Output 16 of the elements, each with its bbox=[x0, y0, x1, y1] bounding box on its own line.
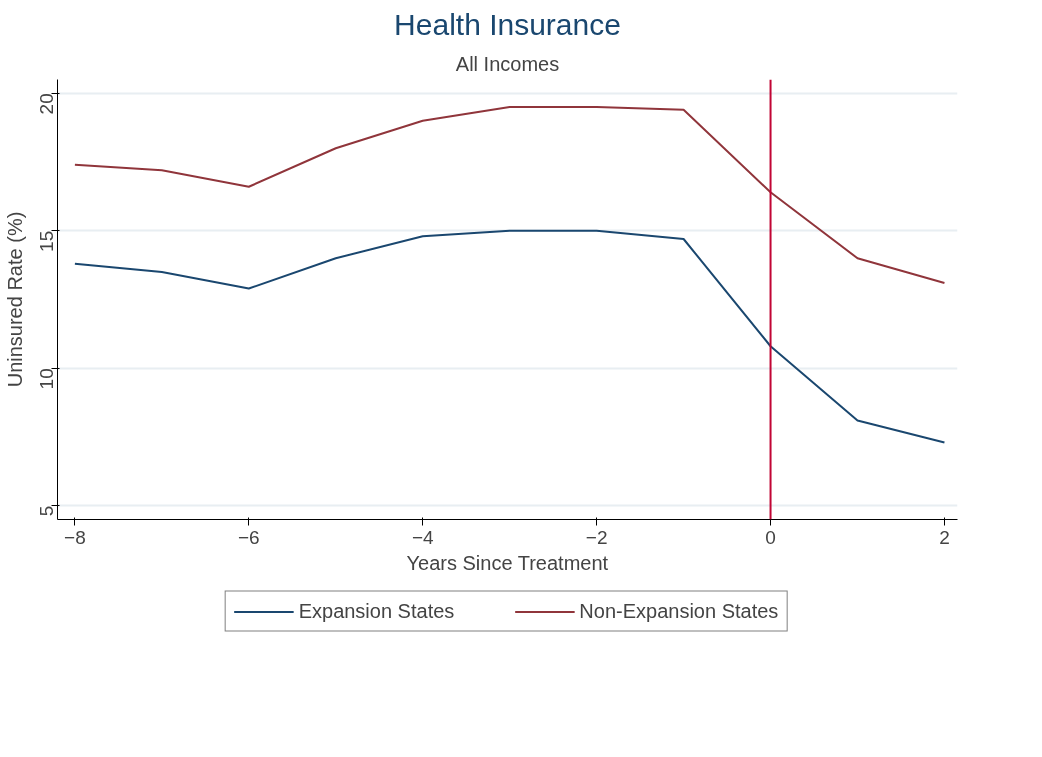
x-tick-label: −2 bbox=[585, 526, 608, 548]
x-tick-label: −4 bbox=[411, 526, 434, 548]
y-tick-label: 15 bbox=[36, 230, 57, 252]
y-tick-label: 10 bbox=[36, 368, 57, 390]
y-tick-label: 20 bbox=[36, 93, 57, 115]
legend-label: Expansion States bbox=[298, 599, 455, 623]
x-tick-label: 2 bbox=[939, 526, 950, 548]
y-tick-label: 5 bbox=[36, 505, 57, 517]
x-tick-label: 0 bbox=[765, 526, 776, 548]
chart-subtitle: All Incomes bbox=[455, 52, 560, 75]
x-tick-label: −8 bbox=[64, 526, 86, 548]
y-axis-title: Uninsured Rate (%) bbox=[3, 211, 26, 388]
x-tick-label: −6 bbox=[237, 526, 260, 548]
x-axis-title: Years Since Treatment bbox=[406, 551, 609, 574]
chart-title: Health Insurance bbox=[394, 7, 621, 41]
legend-label: Non-Expansion States bbox=[579, 599, 779, 623]
